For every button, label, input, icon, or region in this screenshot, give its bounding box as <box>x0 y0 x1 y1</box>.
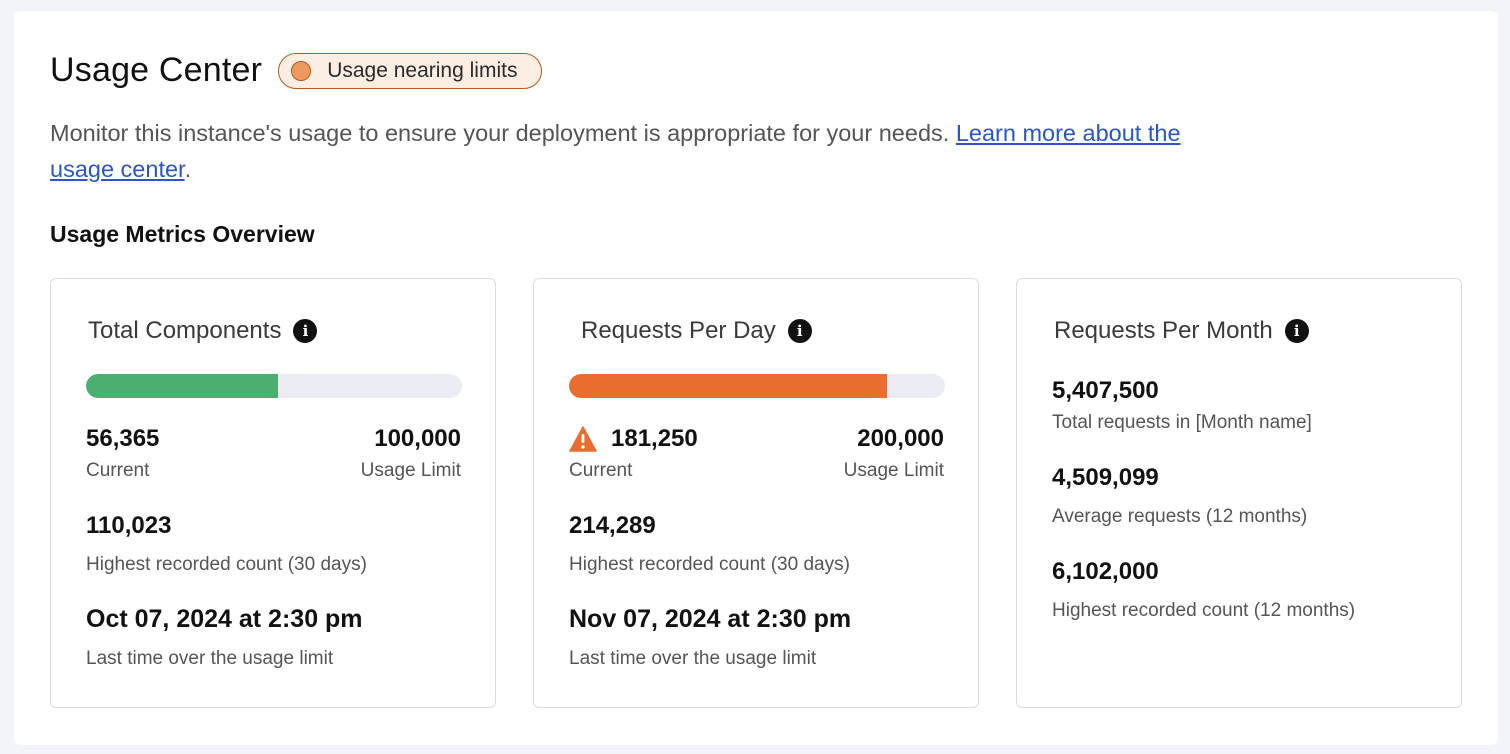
description-text: Monitor this instance's usage to ensure … <box>50 120 956 146</box>
highest-label: Highest recorded count (30 days) <box>86 554 367 575</box>
highest-value: 110,023 <box>86 512 172 539</box>
section-title: Usage Metrics Overview <box>50 221 315 247</box>
info-icon[interactable]: i <box>787 319 812 343</box>
card-requests-per-month: Requests Per Month i 5,407,500 Total req… <box>1016 278 1462 708</box>
warning-icon <box>569 426 597 452</box>
current-value: 56,365 <box>86 425 160 452</box>
card-title: Requests Per Day i <box>581 317 812 345</box>
card-total-components: Total Components i 56,365 100,000 Curren… <box>50 278 496 708</box>
card-title-label: Total Components <box>88 317 282 344</box>
description-suffix: . <box>184 156 192 182</box>
status-badge: Usage nearing limits <box>278 52 543 89</box>
status-dot-icon <box>291 60 312 81</box>
last-over-label: Last time over the usage limit <box>569 648 817 669</box>
highest-label: Highest recorded count (12 months) <box>1052 600 1356 621</box>
card-title: Requests Per Month i <box>1054 317 1309 345</box>
card-title: Total Components i <box>88 317 318 345</box>
page-header: Usage Center Usage nearing limits <box>50 51 543 90</box>
card-title-label: Requests Per Day <box>581 317 776 344</box>
highest-label: Highest recorded count (30 days) <box>569 554 850 575</box>
total-requests-label: Total requests in [Month name] <box>1052 412 1312 433</box>
current-label: Current <box>569 460 633 481</box>
current-label: Current <box>86 460 150 481</box>
current-value: 181,250 <box>611 425 698 452</box>
highest-value: 214,289 <box>569 512 656 539</box>
status-badge-label: Usage nearing limits <box>327 58 518 82</box>
average-requests-label: Average requests (12 months) <box>1052 506 1308 527</box>
info-icon[interactable]: i <box>1284 319 1309 343</box>
page-description: Monitor this instance's usage to ensure … <box>50 115 1190 187</box>
card-title-label: Requests Per Month <box>1054 317 1273 344</box>
current-value-row: 181,250 <box>569 425 698 453</box>
info-icon[interactable]: i <box>293 319 318 343</box>
limit-value: 100,000 <box>374 425 461 452</box>
progress-bar-fill <box>569 374 887 398</box>
last-over-date: Nov 07, 2024 at 2:30 pm <box>569 605 852 633</box>
learn-more-link[interactable]: Learn more about the usage center <box>50 120 1181 182</box>
limit-label: Usage Limit <box>843 460 944 481</box>
progress-bar <box>86 374 462 398</box>
limit-value: 200,000 <box>857 425 944 452</box>
last-over-date: Oct 07, 2024 at 2:30 pm <box>86 605 363 633</box>
limit-label: Usage Limit <box>360 460 461 481</box>
highest-value: 6,102,000 <box>1052 558 1159 585</box>
card-requests-per-day: Requests Per Day i 181,250 200,000 Curre… <box>533 278 979 708</box>
progress-bar <box>569 374 945 398</box>
total-requests-value: 5,407,500 <box>1052 377 1159 404</box>
last-over-label: Last time over the usage limit <box>86 648 334 669</box>
page-title: Usage Center <box>50 51 263 89</box>
usage-center-panel: Usage Center Usage nearing limits Monito… <box>14 11 1498 745</box>
average-requests-value: 4,509,099 <box>1052 464 1159 491</box>
progress-bar-fill <box>86 374 278 398</box>
